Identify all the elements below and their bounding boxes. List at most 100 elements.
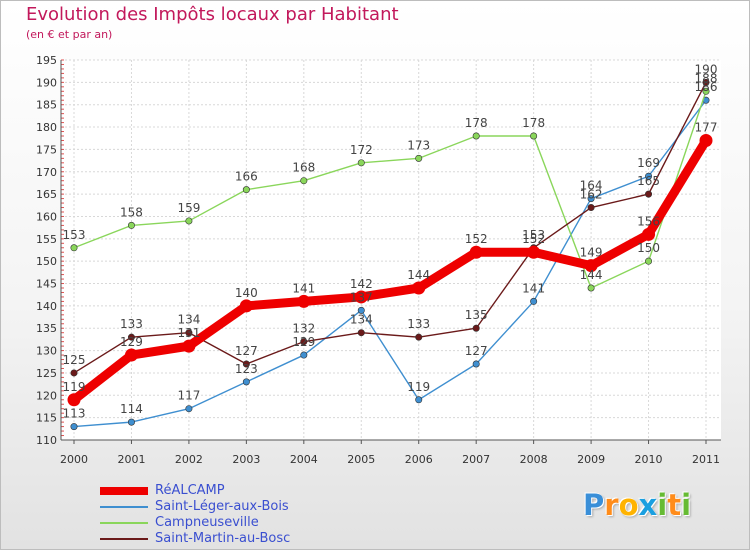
data-label-saint-martin-au-bosc: 127: [235, 344, 258, 358]
data-point-saint-martin-au-bosc: [300, 338, 308, 346]
data-label-saint-martin-au-bosc: 125: [63, 353, 86, 367]
legend-item: Saint-Martin-au-Bosc: [100, 531, 360, 547]
data-label-saint-martin-au-bosc: 133: [120, 317, 143, 331]
logo-letter: x: [638, 488, 658, 522]
x-tick-label: 2002: [175, 453, 203, 466]
x-tick-label: 2006: [405, 453, 433, 466]
data-label-realcamp: 131: [177, 326, 200, 340]
legend-item: RéALCAMP: [100, 483, 360, 499]
proxiti-logo: Proxiti: [583, 488, 691, 522]
data-label-realcamp: 144: [407, 268, 430, 282]
data-point-realcamp: [354, 290, 368, 304]
logo-letter: r: [604, 488, 619, 522]
data-label-realcamp: 152: [465, 232, 488, 246]
data-label-realcamp: 141: [292, 281, 315, 295]
data-point-saint-martin-au-bosc: [645, 190, 653, 198]
data-label-realcamp: 149: [580, 246, 603, 260]
x-tick-label: 2001: [117, 453, 145, 466]
data-label-saint-leger-aux-bois: 119: [407, 380, 430, 394]
data-label-campneuseville: 188: [695, 71, 718, 85]
data-point-campneuseville: [185, 217, 193, 225]
data-point-saint-martin-au-bosc: [415, 333, 423, 341]
legend-label: Saint-Léger-aux-Bois: [155, 499, 289, 514]
data-point-campneuseville: [530, 132, 538, 140]
y-tick-label: 120: [36, 389, 57, 402]
x-tick-label: 2011: [692, 453, 720, 466]
data-point-campneuseville: [702, 87, 710, 95]
data-point-campneuseville: [357, 159, 365, 167]
data-point-saint-leger-aux-bois: [127, 418, 135, 426]
logo-letter: o: [618, 488, 639, 522]
x-tick-label: 2008: [520, 453, 548, 466]
data-point-realcamp: [642, 227, 656, 241]
data-label-saint-martin-au-bosc: 135: [465, 308, 488, 322]
legend-label: RéALCAMP: [155, 483, 225, 498]
x-tick-label: 2010: [635, 453, 663, 466]
data-point-saint-martin-au-bosc: [702, 78, 710, 86]
data-label-realcamp: 129: [120, 335, 143, 349]
x-tick-label: 2004: [290, 453, 318, 466]
y-tick-label: 145: [36, 278, 57, 291]
y-tick-label: 130: [36, 345, 57, 358]
data-point-realcamp: [67, 393, 81, 407]
data-label-saint-martin-au-bosc: 190: [695, 62, 718, 76]
data-label-saint-leger-aux-bois: 141: [522, 281, 545, 295]
y-tick-label: 190: [36, 76, 57, 89]
legend-label: Saint-Martin-au-Bosc: [155, 531, 291, 546]
data-point-realcamp: [527, 245, 541, 259]
data-point-campneuseville: [415, 154, 423, 162]
legend-item: Campneuseville: [100, 515, 360, 531]
data-point-saint-leger-aux-bois: [415, 396, 423, 404]
logo-letter: i: [657, 488, 668, 522]
data-point-realcamp: [124, 348, 138, 362]
logo-letter: t: [667, 488, 682, 522]
y-tick-label: 115: [36, 412, 57, 425]
data-point-campneuseville: [645, 257, 653, 265]
data-point-realcamp: [469, 245, 483, 259]
data-point-campneuseville: [472, 132, 480, 140]
data-label-campneuseville: 158: [120, 205, 143, 219]
data-point-saint-leger-aux-bois: [645, 172, 653, 180]
data-point-saint-leger-aux-bois: [185, 405, 193, 413]
data-point-campneuseville: [70, 244, 78, 252]
data-point-saint-martin-au-bosc: [70, 369, 78, 377]
y-tick-label: 170: [36, 166, 57, 179]
data-label-saint-leger-aux-bois: 129: [292, 335, 315, 349]
data-point-saint-leger-aux-bois: [300, 351, 308, 359]
data-point-saint-leger-aux-bois: [587, 195, 595, 203]
legend-swatch: [100, 506, 148, 508]
y-tick-label: 140: [36, 300, 57, 313]
data-label-campneuseville: 178: [522, 116, 545, 130]
data-label-saint-leger-aux-bois: 117: [177, 389, 200, 403]
data-label-realcamp: 140: [235, 286, 258, 300]
y-tick-label: 180: [36, 121, 57, 134]
data-label-campneuseville: 159: [177, 201, 200, 215]
data-label-saint-leger-aux-bois: 169: [637, 156, 660, 170]
data-label-campneuseville: 166: [235, 170, 258, 184]
data-label-campneuseville: 178: [465, 116, 488, 130]
data-point-realcamp: [412, 281, 426, 295]
data-label-saint-martin-au-bosc: 134: [350, 313, 373, 327]
y-tick-label: 155: [36, 233, 57, 246]
data-label-saint-leger-aux-bois: 113: [63, 407, 86, 421]
data-label-saint-martin-au-bosc: 133: [407, 317, 430, 331]
logo-letter: P: [583, 488, 605, 522]
x-tick-label: 2000: [60, 453, 88, 466]
y-tick-label: 135: [36, 322, 57, 335]
y-tick-label: 165: [36, 188, 57, 201]
legend-item: Saint-Léger-aux-Bois: [100, 499, 360, 515]
data-point-saint-martin-au-bosc: [472, 324, 480, 332]
data-point-saint-martin-au-bosc: [242, 360, 250, 368]
data-label-saint-leger-aux-bois: 114: [120, 402, 143, 416]
data-label-campneuseville: 172: [350, 143, 373, 157]
data-label-saint-martin-au-bosc: 153: [522, 228, 545, 242]
x-tick-label: 2009: [577, 453, 605, 466]
y-tick-label: 160: [36, 210, 57, 223]
data-point-saint-leger-aux-bois: [530, 297, 538, 305]
legend-swatch: [100, 487, 148, 495]
data-point-saint-leger-aux-bois: [242, 378, 250, 386]
data-label-saint-leger-aux-bois: 127: [465, 344, 488, 358]
data-point-campneuseville: [300, 177, 308, 185]
data-point-saint-leger-aux-bois: [357, 306, 365, 314]
